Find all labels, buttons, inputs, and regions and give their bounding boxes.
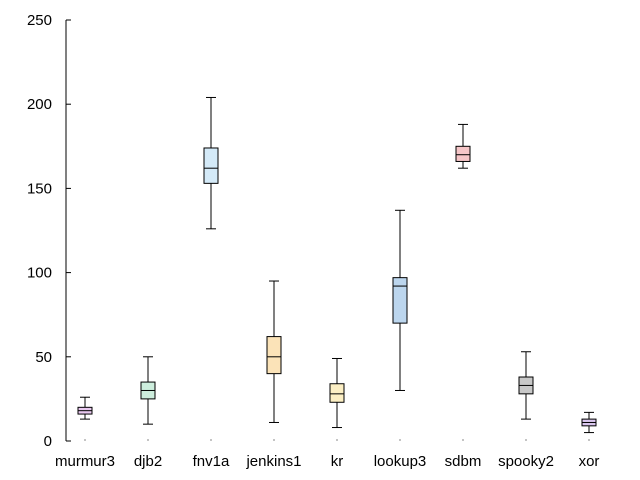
x-tick-label-kr: kr [331, 453, 344, 470]
box-jenkins1 [266, 280, 282, 423]
box-sdbm [455, 123, 471, 169]
box-series [77, 96, 597, 434]
x-tick-label-djb2: djb2 [134, 453, 162, 470]
y-tick-label: 250 [27, 12, 52, 29]
x-tick-label-spooky2: spooky2 [498, 453, 554, 470]
x-tick-label-jenkins1: jenkins1 [245, 453, 301, 470]
box-spooky2 [518, 351, 534, 420]
x-tick-label-murmur3: murmur3 [55, 453, 115, 470]
box-fnv1a [203, 96, 219, 230]
iqr-box [392, 277, 408, 324]
iqr-box [329, 383, 345, 403]
box-kr [329, 357, 345, 429]
x-tick-label-sdbm: sdbm [445, 453, 482, 470]
y-tick-label: 50 [35, 349, 52, 366]
x-tick-label-lookup3: lookup3 [374, 453, 427, 470]
y-axis: 0 50 100 150 200 250 [27, 12, 71, 450]
y-tick-label: 0 [44, 433, 52, 450]
x-tick-label-fnv1a: fnv1a [193, 453, 230, 470]
iqr-box [455, 145, 471, 162]
box-murmur3 [77, 396, 93, 420]
box-xor [581, 411, 597, 434]
y-tick-label: 200 [27, 96, 52, 113]
x-axis: murmur3 djb2 fnv1a jenkins1 kr lookup3 sdbm spo… [55, 439, 599, 470]
box-djb2 [140, 356, 156, 425]
y-tick-label: 100 [27, 265, 52, 282]
iqr-box [203, 147, 219, 184]
iqr-box [266, 336, 282, 375]
x-tick-label-xor: xor [579, 453, 600, 470]
box-lookup3 [392, 209, 408, 391]
y-tick-label: 150 [27, 180, 52, 197]
